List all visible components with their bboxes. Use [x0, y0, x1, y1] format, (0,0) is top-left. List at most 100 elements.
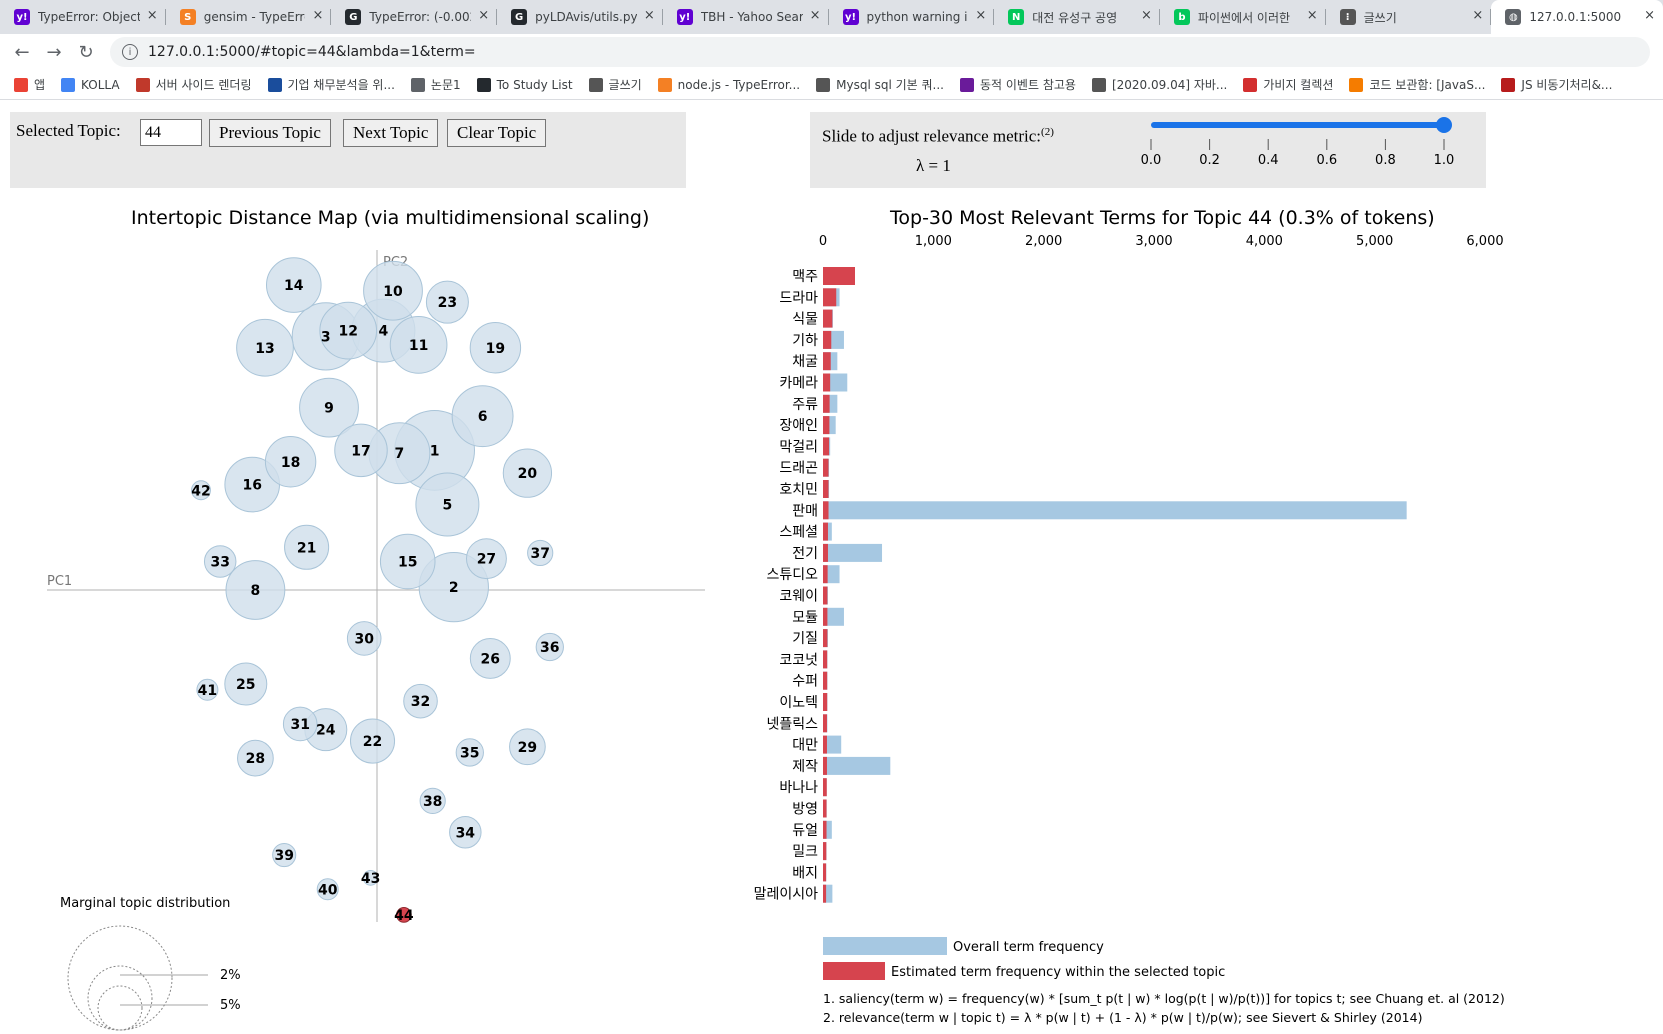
overall-bar-14[interactable] [823, 543, 883, 562]
topic-bubble-33[interactable] [203, 545, 237, 578]
topic-bubble-22[interactable] [349, 718, 396, 764]
clear-topic-button[interactable]: Clear Topic [447, 119, 547, 147]
estimated-bar-28[interactable] [823, 842, 827, 861]
bookmark-item-12[interactable]: 가비지 컬렉션 [1243, 76, 1333, 93]
term-label-28[interactable]: 밀크 [792, 844, 818, 860]
estimated-bar-19[interactable] [823, 650, 828, 669]
slider-track[interactable] [1151, 122, 1444, 128]
topic-bubble-42[interactable] [191, 480, 211, 501]
term-label-12[interactable]: 판매 [792, 503, 818, 519]
term-label-16[interactable]: 코웨이 [779, 589, 818, 605]
term-label-8[interactable]: 장애인 [779, 418, 818, 434]
term-label-1[interactable]: 맥주 [792, 269, 818, 285]
estimated-bar-1[interactable] [823, 267, 855, 285]
selected-topic-input[interactable] [140, 119, 202, 146]
browser-tab-5[interactable]: y! TBH - Yahoo Sear × [663, 0, 829, 34]
estimated-bar-11[interactable] [823, 480, 829, 498]
bookmark-item-1[interactable]: 앱 [14, 76, 45, 93]
term-label-10[interactable]: 드래곤 [779, 461, 818, 477]
topic-bubble-34[interactable] [449, 816, 482, 849]
estimated-bar-16[interactable] [823, 586, 828, 605]
term-label-7[interactable]: 주류 [792, 397, 818, 413]
term-label-21[interactable]: 이노텍 [779, 695, 818, 711]
term-label-6[interactable]: 카메라 [779, 376, 818, 392]
bookmark-item-14[interactable]: JS 비동기처리&... [1501, 76, 1612, 93]
term-label-11[interactable]: 호치민 [779, 482, 818, 498]
overall-bar-27[interactable] [823, 820, 832, 839]
bookmark-item-3[interactable]: 서버 사이드 렌더링 [135, 76, 252, 93]
term-label-20[interactable]: 수퍼 [792, 674, 818, 690]
topic-bubble-13[interactable] [236, 318, 294, 377]
site-info-icon[interactable]: i [122, 44, 138, 60]
browser-tab-1[interactable]: y! TypeError: Object × [0, 0, 166, 34]
bookmark-item-11[interactable]: [2020.09.04] 자바... [1091, 76, 1227, 93]
url-text[interactable]: 127.0.0.1:5000/#topic=44&lambda=1&term= [148, 44, 476, 60]
term-label-30[interactable]: 말레이시아 [754, 887, 819, 903]
topic-bubble-18[interactable] [264, 436, 317, 488]
topic-bubble-28[interactable] [237, 739, 274, 777]
estimated-bar-2[interactable] [823, 288, 837, 307]
topic-bubble-26[interactable] [469, 637, 511, 679]
topic-bubble-38[interactable] [419, 787, 446, 815]
browser-tab-6[interactable]: y! python warning ig × [829, 0, 995, 34]
slider-thumb[interactable] [1436, 117, 1452, 133]
estimated-bar-20[interactable] [823, 671, 828, 690]
estimated-bar-14[interactable] [823, 543, 828, 562]
browser-tab-3[interactable]: G TypeError: (-0.002 × [331, 0, 497, 34]
bookmark-item-2[interactable]: KOLLA [61, 77, 120, 92]
estimated-bar-7[interactable] [823, 394, 830, 413]
topic-bubble-17[interactable] [334, 423, 388, 478]
topic-bubble-36[interactable] [535, 632, 564, 662]
browser-tab-9[interactable]: ⁝ 글쓰기 × [1326, 0, 1492, 34]
term-label-18[interactable]: 기질 [792, 631, 818, 647]
topic-bubble-5[interactable] [415, 472, 480, 537]
bookmark-item-5[interactable]: 논문1 [410, 76, 461, 93]
topic-bubble-19[interactable] [469, 322, 522, 374]
estimated-bar-3[interactable] [823, 309, 833, 328]
topic-bubble-30[interactable] [346, 621, 382, 656]
topic-bubble-27[interactable] [465, 538, 507, 580]
topic-bubble-40[interactable] [316, 878, 339, 901]
bookmark-item-6[interactable]: To Study List [476, 77, 573, 92]
estimated-bar-15[interactable] [823, 565, 828, 584]
estimated-bar-23[interactable] [823, 735, 827, 754]
relevance-slider[interactable]: 0.0 0.2 0.4 0.6 0.8 1.0 [810, 112, 1486, 188]
back-icon[interactable]: ← [14, 41, 30, 63]
bookmark-item-8[interactable]: node.js - TypeError... [657, 77, 800, 92]
next-topic-button[interactable]: Next Topic [343, 119, 439, 147]
term-label-29[interactable]: 배지 [792, 865, 818, 881]
topic-bubble-37[interactable] [527, 539, 554, 567]
term-label-9[interactable]: 막걸리 [779, 439, 818, 455]
topic-bubble-12[interactable] [319, 301, 378, 360]
estimated-bar-22[interactable] [823, 714, 827, 733]
term-label-13[interactable]: 스페셜 [779, 525, 818, 541]
estimated-bar-24[interactable] [823, 756, 827, 775]
overall-bar-17[interactable] [823, 607, 844, 626]
term-label-24[interactable]: 제작 [792, 759, 818, 775]
term-label-5[interactable]: 채굴 [792, 354, 818, 370]
estimated-bar-17[interactable] [823, 607, 828, 626]
topic-bubble-29[interactable] [509, 728, 546, 766]
url-field[interactable]: i 127.0.0.1:5000/#topic=44&lambda=1&term… [110, 37, 1650, 67]
term-label-19[interactable]: 코코넛 [779, 652, 818, 668]
overall-bar-30[interactable] [823, 884, 833, 903]
term-label-22[interactable]: 넷플릭스 [766, 716, 818, 732]
estimated-bar-5[interactable] [823, 352, 831, 371]
topic-bubble-31[interactable] [282, 706, 318, 742]
topic-bubble-32[interactable] [403, 683, 438, 719]
estimated-bar-26[interactable] [823, 799, 827, 818]
term-label-4[interactable]: 기하 [792, 333, 818, 349]
topic-bubble-8[interactable] [225, 560, 286, 620]
close-icon[interactable]: × [643, 8, 655, 23]
estimated-bar-8[interactable] [823, 416, 830, 435]
estimated-bar-21[interactable] [823, 693, 828, 711]
close-icon[interactable]: × [1472, 8, 1484, 23]
topic-bubble-39[interactable] [272, 843, 297, 868]
close-icon[interactable]: × [975, 8, 987, 23]
bookmark-item-13[interactable]: 코드 보관함: [JavaS... [1349, 76, 1485, 93]
term-label-14[interactable]: 전기 [792, 546, 818, 562]
browser-tab-8[interactable]: b 파이썬에서 이러한 × [1160, 0, 1326, 34]
bookmark-item-4[interactable]: 기업 채무분석을 위... [267, 76, 395, 93]
topic-bubble-9[interactable] [299, 377, 359, 438]
